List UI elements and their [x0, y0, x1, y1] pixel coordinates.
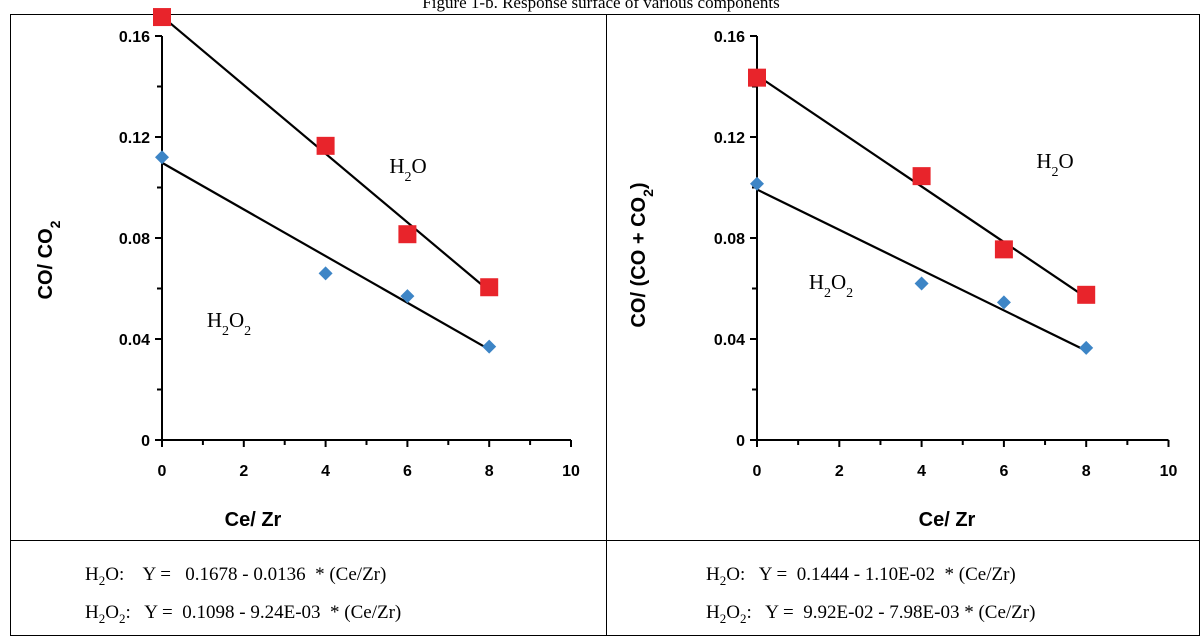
y-tick-label: 0.16 [119, 29, 150, 46]
trend-line-h2o [756, 74, 1087, 299]
data-point-h2o [748, 68, 766, 87]
figure-caption: Figure 1-b. Response surface of various … [422, 0, 780, 12]
x-axis-title: Ce/ Zr [225, 509, 282, 531]
data-point-h2o [480, 278, 499, 297]
x-tick-label: 0 [158, 463, 167, 480]
y-tick-label: 0 [736, 433, 745, 450]
data-point-h2o2 [750, 176, 764, 191]
equation-right-h2o: H2O: Y = 0.1444 - 1.10E-02 * (Ce/Zr) [706, 564, 1016, 588]
data-point-h2o [153, 8, 171, 27]
data-point-h2o2 [914, 276, 929, 291]
x-tick-label: 6 [999, 463, 1008, 480]
chart-co-co2: 0 0.04 0.08 0.12 0.16 0 2 4 6 8 10 Ce/ Zr CO/ CO2 H2O… [35, 8, 580, 531]
y-tick-label: 0.12 [119, 130, 150, 147]
data-point-h2o [912, 167, 931, 186]
data-point-h2o2 [400, 289, 415, 304]
equation-left-h2o: H2O: Y = 0.1678 - 0.0136 * (Ce/Zr) [85, 564, 387, 588]
x-tick-label: 2 [835, 463, 844, 480]
x-axis-title: Ce/ Zr [919, 509, 976, 531]
y-axis-title: CO/ CO2 [35, 220, 63, 299]
row-divider [10, 540, 1200, 541]
y-tick-label: 0.08 [119, 231, 150, 248]
trend-line-h2o2 [756, 188, 1087, 352]
equation-right-h2o2: H2O2: Y = 9.92E-02 - 7.98E-03 * (Ce/Zr) [706, 602, 1036, 626]
series-label-h2o: H2O [389, 154, 426, 185]
series-label-h2o2: H2O2 [207, 308, 251, 339]
y-tick-label: 0.04 [714, 332, 745, 349]
x-tick-label: 10 [562, 463, 580, 480]
data-point-h2o2 [318, 266, 333, 281]
data-point-h2o2 [482, 339, 497, 354]
trend-line-h2o2 [161, 161, 490, 351]
data-point-h2o [994, 240, 1013, 259]
y-tick-label: 0.12 [714, 130, 745, 147]
data-point-h2o [1077, 285, 1096, 304]
y-tick-label: 0.16 [714, 29, 745, 46]
y-tick-label: 0.04 [119, 332, 150, 349]
y-axis-title: CO/ (CO + CO2) [628, 182, 656, 327]
x-tick-label: 8 [485, 463, 494, 480]
data-point-h2o2 [1079, 340, 1094, 355]
x-tick-label: 4 [321, 463, 330, 480]
y-tick-label: 0 [141, 433, 150, 450]
x-tick-label: 2 [239, 463, 248, 480]
x-tick-label: 10 [1160, 463, 1178, 480]
x-tick-label: 6 [403, 463, 412, 480]
data-point-h2o [398, 225, 417, 244]
x-tick-label: 4 [917, 463, 926, 480]
data-point-h2o2 [155, 150, 169, 165]
series-label-h2o: H2O [1036, 149, 1073, 180]
chart-co-co-plus-co2: 0 0.04 0.08 0.12 0.16 0 2 4 6 8 10 Ce/ Zr CO/ (CO + … [628, 29, 1178, 531]
data-point-h2o [316, 136, 335, 155]
data-point-h2o2 [996, 295, 1011, 310]
x-tick-label: 0 [753, 463, 762, 480]
y-tick-label: 0.08 [714, 231, 745, 248]
x-tick-label: 8 [1082, 463, 1091, 480]
equation-left-h2o2: H2O2: Y = 0.1098 - 9.24E-03 * (Ce/Zr) [85, 602, 402, 626]
column-divider [606, 14, 607, 636]
series-label-h2o2: H2O2 [809, 270, 853, 301]
